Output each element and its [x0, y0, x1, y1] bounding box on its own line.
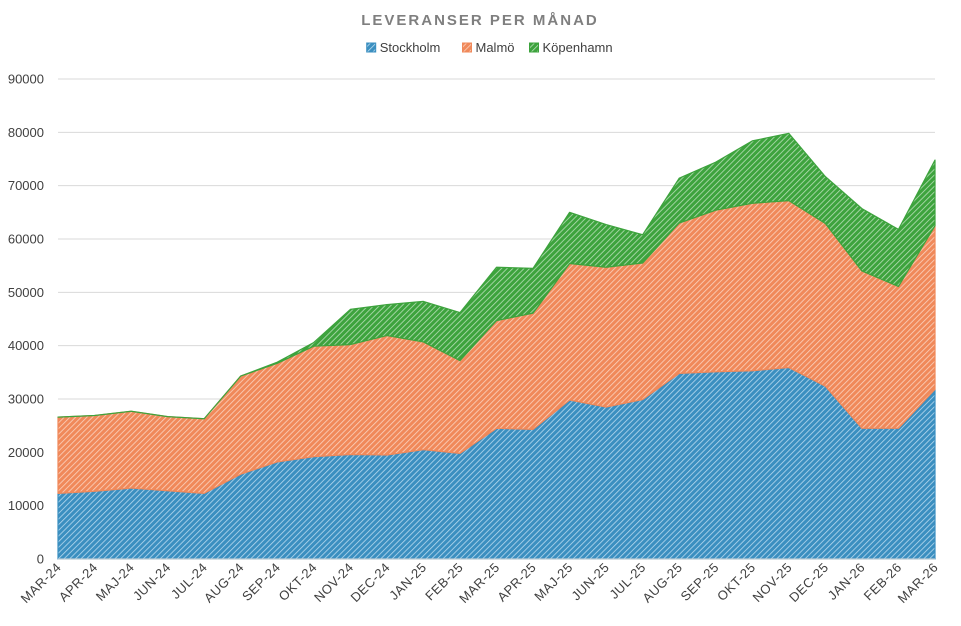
x-tick-label: MAJ-25	[531, 560, 575, 604]
y-tick-label: 40000	[8, 338, 44, 353]
y-tick-label: 0	[37, 552, 44, 567]
x-tick-label: AUG-24	[201, 560, 247, 606]
y-tick-label: 20000	[8, 445, 44, 460]
x-tick-label: MAR-26	[895, 560, 941, 606]
y-tick-label: 60000	[8, 232, 44, 247]
x-tick-label: NOV-24	[311, 560, 356, 605]
y-tick-label: 80000	[8, 125, 44, 140]
x-tick-label: SEP-25	[677, 560, 721, 604]
x-tick-label: APR-24	[56, 560, 101, 605]
x-tick-label: MAJ-24	[93, 560, 137, 604]
x-tick-label: AUG-25	[639, 560, 685, 606]
legend-swatch	[366, 42, 377, 53]
plot-area	[57, 132, 936, 560]
y-tick-label: 30000	[8, 392, 44, 407]
x-tick-label: DEC-24	[348, 560, 393, 605]
legend-swatch	[462, 42, 472, 53]
x-tick-label: JAN-25	[386, 560, 429, 603]
chart-title: LEVERANSER PER MÅNAD	[361, 12, 599, 29]
legend-label: Köpenhamn	[543, 40, 613, 55]
legend-item: Malmö	[462, 40, 515, 55]
x-tick-label: JUN-24	[130, 560, 174, 604]
x-tick-label: MAR-25	[456, 560, 502, 606]
area-series-k-penhamn	[57, 132, 936, 420]
y-tick-label: 90000	[8, 72, 44, 87]
y-tick-label: 10000	[8, 498, 44, 513]
x-axis: MAR-24APR-24MAJ-24JUN-24JUL-24AUG-24SEP-…	[18, 560, 941, 606]
legend: Stockholm Malmö Köpenhamn	[366, 40, 613, 55]
y-tick-label: 50000	[8, 285, 44, 300]
x-tick-label: JUN-25	[568, 560, 612, 604]
x-tick-label: DEC-25	[786, 560, 831, 605]
legend-swatch	[529, 42, 539, 53]
y-axis: 0 10000 20000 30000 40000 50000 60000 70000 8000…	[8, 72, 44, 567]
legend-label: Malmö	[476, 40, 515, 55]
x-tick-label: APR-25	[494, 560, 539, 605]
legend-item: Stockholm	[366, 40, 441, 55]
x-tick-label: NOV-25	[750, 560, 795, 605]
y-tick-label: 70000	[8, 178, 44, 193]
x-tick-label: SEP-24	[239, 560, 283, 604]
x-tick-label: JAN-26	[825, 560, 868, 603]
legend-item: Köpenhamn	[529, 40, 613, 55]
legend-label: Stockholm	[380, 40, 441, 55]
